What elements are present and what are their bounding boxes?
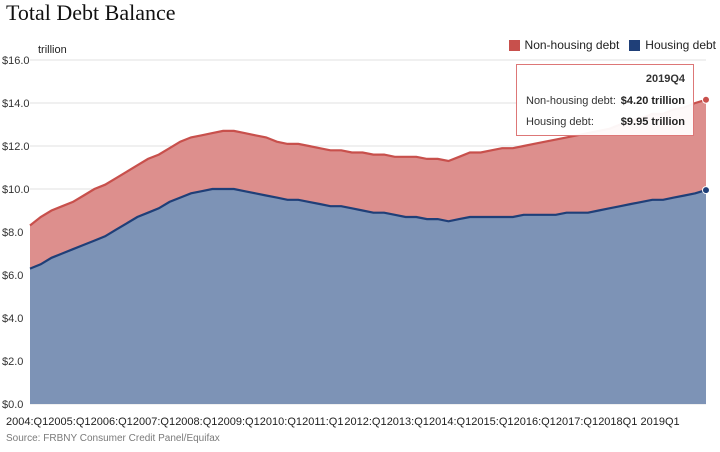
tooltip: 2019Q4 Non-housing debt: $4.20 trillion …	[516, 64, 694, 136]
y-tick-label: $16.0	[2, 55, 30, 67]
point-housing-2019q4	[702, 186, 710, 195]
y-tick-label: $12.0	[2, 141, 30, 153]
y-tick-label: $0.0	[2, 399, 23, 411]
legend-swatch-housing	[629, 39, 641, 51]
legend-item-housing[interactable]: Housing debt	[629, 38, 716, 52]
x-tick-label: 2018Q1	[598, 416, 637, 428]
tooltip-row-housing: Housing debt: $9.95 trillion	[526, 116, 685, 128]
x-tick-label: 2010:Q1	[260, 416, 302, 428]
x-tick-label: 2006:Q1	[91, 416, 133, 428]
legend-label-non-housing: Non-housing debt	[524, 38, 620, 52]
x-tick-label: 2012:Q1	[344, 416, 386, 428]
x-tick-label: 2017:Q1	[556, 416, 598, 428]
legend-label-housing: Housing debt	[645, 38, 716, 52]
point-non-housing-2019q4	[702, 95, 710, 104]
x-tick-label: 2008:Q1	[175, 416, 217, 428]
x-tick-label: 2004:Q1	[6, 416, 48, 428]
x-tick-label: 2005:Q1	[48, 416, 90, 428]
tooltip-row-non-housing: Non-housing debt: $4.20 trillion	[526, 95, 685, 107]
source-note: Source: FRBNY Consumer Credit Panel/Equi…	[6, 433, 220, 444]
series-line-housing	[29, 187, 707, 270]
area-housing	[30, 189, 706, 404]
tooltip-label-housing: Housing debt:	[526, 116, 594, 128]
x-tick-label: 2013:Q1	[387, 416, 429, 428]
y-tick-label: $4.0	[2, 313, 23, 325]
legend-item-non-housing[interactable]: Non-housing debt	[508, 38, 620, 52]
tooltip-value-non-housing: $4.20 trillion	[620, 95, 685, 107]
tooltip-value-housing: $9.95 trillion	[620, 116, 685, 128]
x-tick-label: 2014:Q1	[429, 416, 471, 428]
x-tick-label: 2009:Q1	[218, 416, 260, 428]
y-tick-label: $6.0	[2, 270, 23, 282]
x-tick-label: 2016:Q1	[514, 416, 556, 428]
x-tick-label: 2019Q1	[641, 416, 680, 428]
y-tick-label: $8.0	[2, 227, 23, 239]
x-tick-label: 2007:Q1	[133, 416, 175, 428]
x-tick-label: 2011:Q1	[302, 416, 343, 428]
y-tick-label: $2.0	[2, 356, 23, 368]
legend-swatch-non-housing	[508, 39, 520, 51]
y-tick-label: $10.0	[2, 184, 30, 196]
area-non-housing	[30, 99, 706, 269]
y-axis-unit-label: trillion	[38, 44, 67, 56]
chart-title: Total Debt Balance	[6, 0, 176, 25]
legend: Non-housing debt Housing debt	[508, 38, 716, 52]
tooltip-period: 2019Q4	[645, 73, 685, 85]
x-tick-label: 2015:Q1	[471, 416, 513, 428]
tooltip-label-non-housing: Non-housing debt:	[526, 95, 616, 107]
y-tick-label: $14.0	[2, 98, 30, 110]
